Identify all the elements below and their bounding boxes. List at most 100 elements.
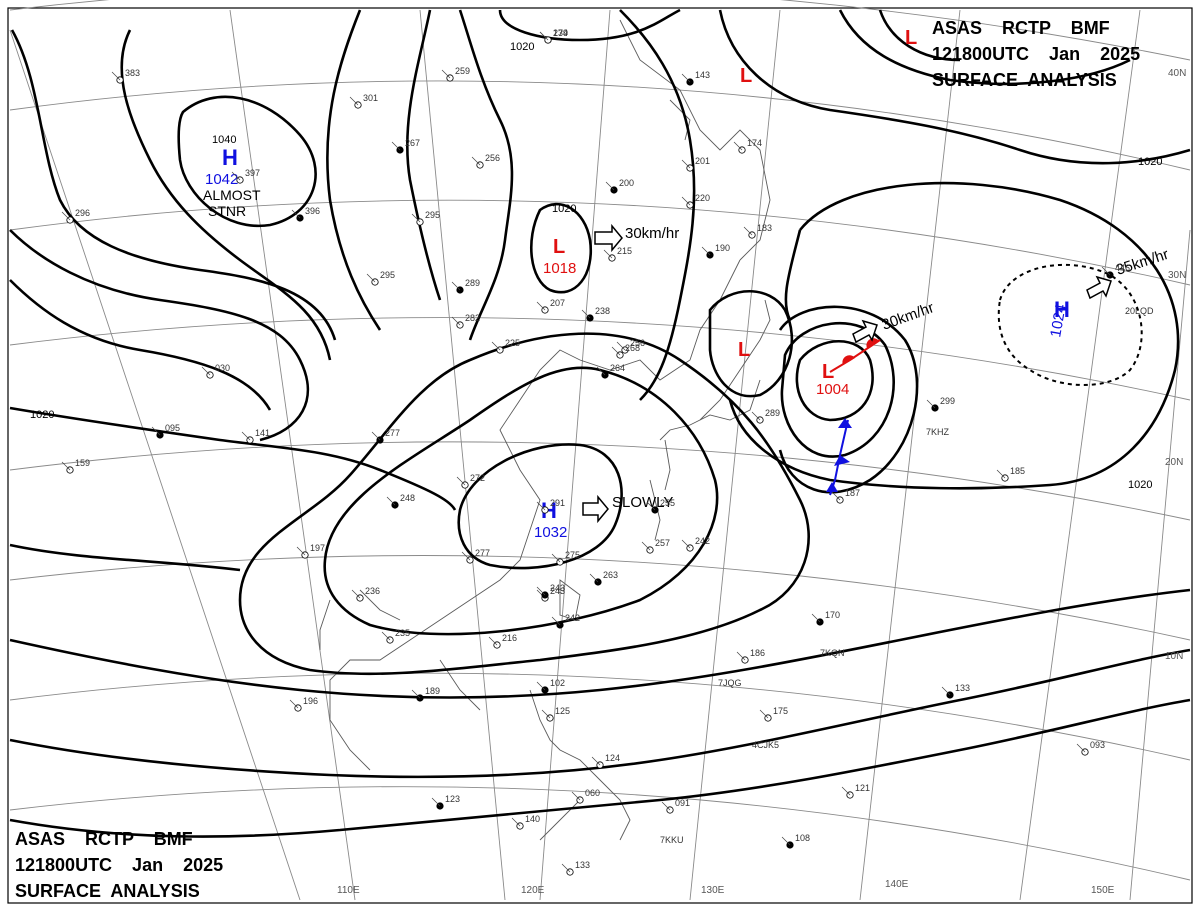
wind-barb [511,817,521,827]
station-pressure: 264 [610,363,625,373]
low-value: 1018 [543,260,576,277]
header-top: ASAS RCTP BMF 121800UTC Jan 2025 SURFACE… [932,18,1140,90]
wind-barb [781,836,791,846]
wind-barb [151,426,161,436]
station-pressure: 275 [565,550,580,560]
wind-barb [759,709,769,719]
wind-barb [461,551,471,561]
station-pressure: 170 [825,610,840,620]
wind-barb [61,211,71,221]
isobar-label-1020-mid: 1020 [1128,479,1152,491]
station-code: 7KKU [660,835,684,845]
high-symbol: H [1054,297,1070,322]
low-symbol: L [738,339,750,361]
station-pressure: 207 [550,298,565,308]
motion-label: SLOWLY [612,494,673,511]
wind-barb [411,689,421,699]
station-pressure: 267 [405,138,420,148]
wind-barb [451,281,461,291]
isobars [9,8,1191,838]
wind-barb [296,546,306,556]
wind-barb [561,863,571,873]
high-value: 1024 [1047,303,1070,339]
wind-barb [591,756,601,766]
isobar-labels: 1040 1020 1020 1020 1020 1020 [30,41,1162,491]
station-pressure: 243 [550,586,565,596]
wind-barb [736,651,746,661]
station-pressure: 215 [617,246,632,256]
header-line2: 121800UTC Jan 2025 [15,855,223,875]
isobar-label-1040: 1040 [212,134,236,146]
high-note-line2: STNR [208,203,246,219]
low-symbol: L [905,27,917,49]
station-pressure: 236 [365,586,380,596]
high-note-line1: ALMOST [203,187,261,203]
station-pressure: 299 [940,396,955,406]
station-pressure: 121 [855,783,870,793]
lat-label: 30N [1168,270,1186,281]
isobar-label-1020-left: 1020 [30,409,54,421]
wind-barb [289,699,299,709]
station-pressure: 289 [765,408,780,418]
station-pressure: 296 [75,208,90,218]
station-pressure: 238 [595,306,610,316]
wind-barb [488,636,498,646]
lon-label: 150E [1091,885,1115,896]
wind-barb [743,226,753,236]
station-code: 7KHZ [926,427,950,437]
wind-barb [611,346,621,356]
fronts [826,338,881,496]
station-pressure: 183 [757,223,772,233]
station-pressure: 140 [525,814,540,824]
station-pressure: 091 [675,798,690,808]
wind-barb [811,613,821,623]
station-pressure: 133 [575,860,590,870]
wind-barb [366,273,376,283]
wind-barb [231,171,241,181]
wind-barb [349,96,359,106]
lat-label: 40N [1168,68,1186,79]
wind-barb [371,431,381,441]
station-pressure: 133 [955,683,970,693]
station-pressure: 200 [619,178,634,188]
wind-barb [701,246,711,256]
wind-barb [841,786,851,796]
station-pressure: 242 [695,536,710,546]
wind-barb [926,399,936,409]
wind-barb [381,631,391,641]
isobar-label-1020-low: 1020 [552,203,576,215]
station-pressure: 234 [553,28,568,38]
isobar-label-1020-top: 1020 [510,41,534,53]
station-pressure: 301 [363,93,378,103]
station-pressure: 277 [385,428,400,438]
high-symbol: H [222,145,238,170]
wind-barb [646,501,656,511]
wind-barb [831,491,841,501]
station-code: 7KQN [820,648,845,658]
header-bottom: ASAS RCTP BMF 121800UTC Jan 2025 SURFACE… [15,829,223,901]
station-pressure: 201 [695,156,710,166]
low-symbol: L [740,65,752,87]
wind-barb [536,301,546,311]
wind-barb [1101,266,1111,276]
station-pressure: 446 [1115,263,1130,273]
station-pressure: 277 [475,548,490,558]
wind-barb [291,209,301,219]
isobar-label-1020-right: 1020 [1138,156,1162,168]
station-pressure: 248 [400,493,415,503]
wind-barb [536,501,546,511]
wind-barb [605,181,615,191]
station-pressure: 189 [425,686,440,696]
wind-barb [751,411,761,421]
station-pressure: 289 [465,278,480,288]
lon-label: 130E [701,885,725,896]
wind-barb [616,341,626,351]
wind-barb [541,709,551,719]
motion-arrow-icon [582,494,609,524]
wind-barb [551,616,561,626]
low-symbol: L [822,361,834,383]
station-code: 20LQD [1125,306,1154,316]
header-line1: ASAS RCTP BMF [932,18,1110,38]
station-pressure: 108 [795,833,810,843]
wind-barb [471,156,481,166]
